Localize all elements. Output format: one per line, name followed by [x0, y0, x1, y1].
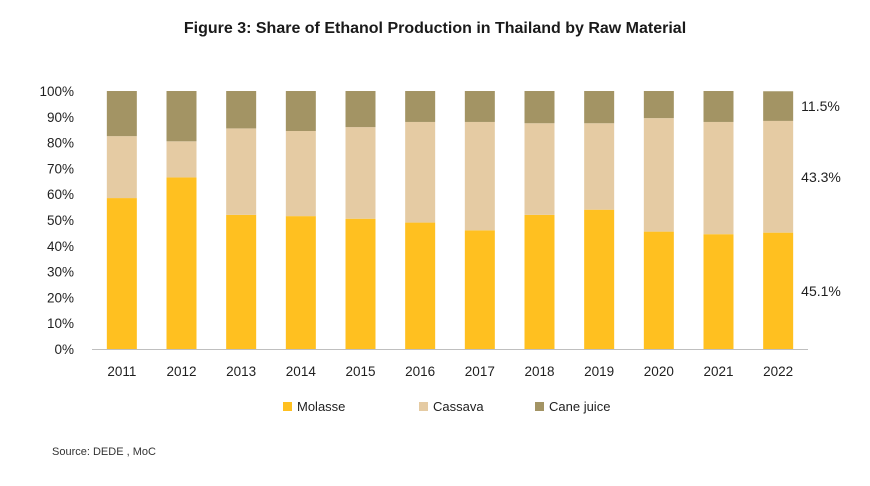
bar-cane-juice-2012	[166, 91, 197, 142]
bar-molasse-2022	[763, 232, 794, 349]
x-tick-label: 2013	[226, 364, 256, 379]
data-label-molasse-2022: 45.1%	[801, 283, 841, 299]
bar-cassava-2015	[345, 127, 376, 219]
x-tick-label: 2017	[465, 364, 495, 379]
bar-molasse-2014	[285, 216, 316, 349]
legend-label-cane-juice: Cane juice	[549, 399, 610, 414]
x-tick-label: 2019	[584, 364, 614, 379]
bar-cassava-2022	[763, 120, 794, 233]
y-tick-label: 30%	[47, 265, 74, 280]
bar-cassava-2011	[106, 136, 137, 199]
bar-cane-juice-2017	[464, 91, 495, 122]
bar-cane-juice-2022	[763, 91, 794, 121]
bar-cassava-2014	[285, 130, 316, 217]
bar-cane-juice-2014	[285, 91, 316, 131]
x-tick-label: 2022	[763, 364, 793, 379]
x-tick-label: 2012	[166, 364, 196, 379]
bar-cassava-2012	[166, 141, 197, 178]
bar-cane-juice-2019	[584, 91, 615, 124]
bar-cassava-2016	[405, 121, 436, 223]
bar-cane-juice-2013	[226, 91, 257, 129]
y-tick-label: 60%	[47, 187, 74, 202]
bar-molasse-2015	[345, 218, 376, 349]
x-tick-label: 2015	[345, 364, 375, 379]
x-tick-label: 2020	[644, 364, 674, 379]
x-tick-label: 2016	[405, 364, 435, 379]
bar-molasse-2019	[584, 209, 615, 349]
y-tick-label: 20%	[47, 290, 74, 305]
bar-cane-juice-2015	[345, 91, 376, 128]
x-tick-label: 2018	[524, 364, 554, 379]
y-tick-label: 40%	[47, 239, 74, 254]
bar-cassava-2021	[703, 121, 734, 235]
bar-molasse-2020	[643, 231, 674, 349]
y-tick-label: 70%	[47, 161, 74, 176]
legend-swatch-cane-juice	[535, 402, 544, 411]
legend-label-molasse: Molasse	[297, 399, 345, 414]
bar-cane-juice-2018	[524, 91, 555, 124]
bar-molasse-2021	[703, 234, 734, 349]
legend-swatch-molasse	[283, 402, 292, 411]
x-tick-label: 2021	[703, 364, 733, 379]
bar-molasse-2016	[405, 222, 436, 349]
bar-molasse-2013	[226, 214, 257, 349]
legend-label-cassava: Cassava	[433, 399, 484, 414]
data-label-cane-juice-2022: 11.5%	[801, 98, 840, 114]
bar-cane-juice-2011	[106, 91, 137, 137]
source-note: Source: DEDE , MoC	[52, 446, 156, 458]
bar-molasse-2017	[464, 230, 495, 349]
bar-cassava-2018	[524, 123, 555, 215]
bar-cane-juice-2021	[703, 91, 734, 122]
bar-cassava-2013	[226, 128, 257, 215]
y-tick-label: 100%	[39, 84, 74, 99]
bar-cassava-2017	[464, 121, 495, 231]
y-tick-label: 50%	[47, 213, 74, 228]
x-tick-label: 2014	[286, 364, 317, 379]
bar-cane-juice-2016	[405, 91, 436, 122]
bar-molasse-2018	[524, 214, 555, 349]
bar-cane-juice-2020	[643, 91, 674, 119]
bar-cassava-2020	[643, 118, 674, 232]
bar-molasse-2011	[106, 198, 137, 349]
y-tick-label: 90%	[47, 110, 74, 125]
y-tick-label: 10%	[47, 316, 74, 331]
data-label-cassava-2022: 43.3%	[801, 169, 841, 185]
y-tick-label: 0%	[54, 342, 74, 357]
x-tick-label: 2011	[107, 364, 136, 379]
bar-cassava-2019	[584, 123, 615, 210]
y-tick-label: 80%	[47, 136, 74, 151]
bar-molasse-2012	[166, 177, 197, 349]
legend-swatch-cassava	[419, 402, 428, 411]
chart-title: Figure 3: Share of Ethanol Production in…	[183, 20, 687, 37]
